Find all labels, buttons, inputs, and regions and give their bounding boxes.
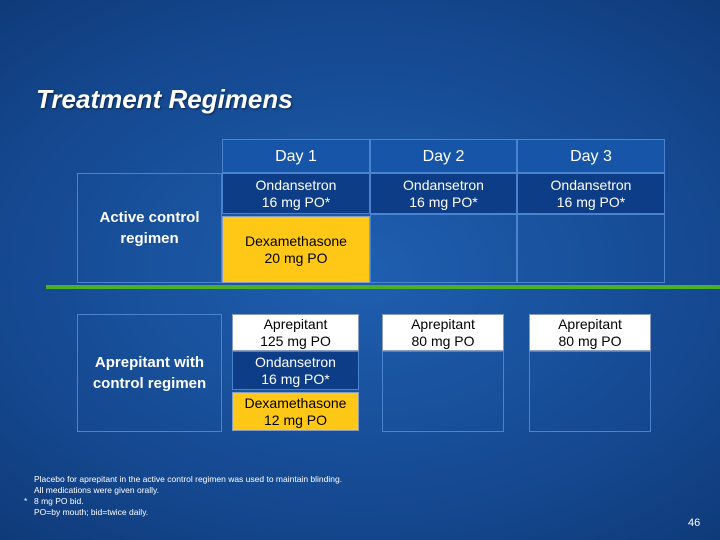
active-day2-ondansetron: Ondansetron 16 mg PO*	[370, 173, 517, 214]
drug-dose: 16 mg PO*	[261, 370, 330, 387]
row-label-aprepitant: Aprepitant with control regimen	[77, 314, 222, 432]
row-label-text: Active control regimen	[99, 209, 200, 247]
regimen-separator	[46, 285, 720, 289]
drug-dose: 12 mg PO	[263, 411, 328, 428]
footnote-star: *	[24, 496, 28, 506]
drug-dose: 16 mg PO*	[556, 193, 626, 210]
active-day1-dexamethasone: Dexamethasone 20 mg PO	[222, 216, 370, 283]
drug-name: Aprepitant	[263, 315, 328, 332]
active-day3-empty	[517, 214, 665, 283]
aprepitant-day2-aprepitant: Aprepitant 80 mg PO	[382, 314, 504, 351]
aprepitant-day3-empty	[529, 351, 651, 432]
drug-name: Dexamethasone	[244, 394, 347, 411]
footnote-oral: All medications were given orally.	[34, 485, 160, 495]
aprepitant-day1-aprepitant: Aprepitant 125 mg PO	[232, 314, 359, 351]
drug-dose: 125 mg PO	[260, 332, 331, 349]
aprepitant-day2-empty	[382, 351, 504, 432]
drug-dose: 16 mg PO*	[409, 193, 478, 210]
aprepitant-day1-ondansetron: Ondansetron 16 mg PO*	[232, 351, 359, 390]
drug-name: Ondansetron	[255, 176, 337, 193]
aprepitant-day1-dexamethasone: Dexamethasone 12 mg PO	[232, 392, 359, 431]
header-day-3: Day 3	[517, 139, 665, 173]
footnotes: Placebo for aprepitant in the active con…	[24, 474, 343, 518]
footnote-bid: 8 mg PO bid.	[34, 496, 84, 506]
drug-name: Ondansetron	[403, 176, 484, 193]
drug-dose: 16 mg PO*	[261, 193, 331, 210]
slide-title: Treatment Regimens	[36, 84, 293, 114]
footnote-abbreviations: PO=by mouth; bid=twice daily.	[34, 507, 149, 517]
row-label-text: Aprepitant with control regimen	[92, 354, 207, 392]
drug-dose: 80 mg PO	[411, 332, 475, 349]
drug-name: Ondansetron	[255, 353, 336, 370]
active-day2-empty	[370, 214, 517, 283]
drug-dose: 80 mg PO	[558, 332, 622, 349]
page-number: 46	[688, 517, 701, 529]
aprepitant-day3-aprepitant: Aprepitant 80 mg PO	[529, 314, 651, 351]
active-day1-ondansetron: Ondansetron 16 mg PO*	[222, 173, 370, 214]
header-day-1: Day 1	[222, 139, 370, 173]
header-day-2: Day 2	[370, 139, 517, 173]
drug-dose: 20 mg PO	[264, 249, 328, 266]
drug-name: Dexamethasone	[245, 232, 347, 249]
footnote-blinding: Placebo for aprepitant in the active con…	[34, 474, 343, 484]
drug-name: Ondansetron	[550, 176, 632, 193]
drug-name: Aprepitant	[558, 315, 622, 332]
drug-name: Aprepitant	[411, 315, 475, 332]
row-label-active-control: Active control regimen	[77, 173, 222, 283]
active-day3-ondansetron: Ondansetron 16 mg PO*	[517, 173, 665, 214]
